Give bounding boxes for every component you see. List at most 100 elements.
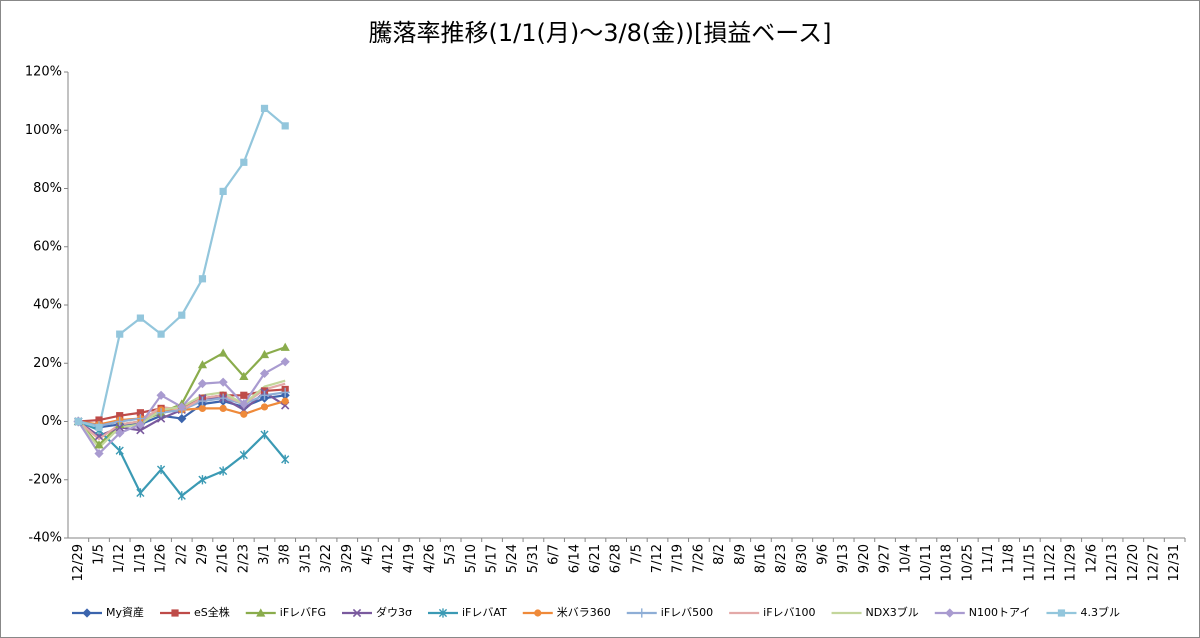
marker: [82, 608, 92, 618]
x-tick-label: 12/6: [1084, 544, 1099, 573]
marker: [218, 393, 228, 403]
marker: [256, 608, 266, 617]
marker: [135, 419, 145, 430]
legend-label: 米バラ360: [557, 606, 611, 619]
x-tick-label: 3/29: [340, 544, 355, 573]
marker: [281, 397, 289, 405]
marker: [219, 187, 227, 196]
x-tick-label: 12/29: [71, 544, 86, 581]
marker: [197, 379, 208, 389]
x-tick-label: 10/25: [960, 544, 975, 581]
y-tick-label: 0%: [41, 414, 62, 429]
marker: [95, 423, 103, 431]
legend-label: iFレバAT: [462, 606, 507, 619]
marker: [94, 448, 104, 459]
x-tick-label: 1/5: [92, 544, 107, 565]
x-tick-label: 12/13: [1105, 544, 1120, 581]
x-tick-label: 7/26: [691, 544, 706, 573]
marker: [218, 348, 228, 357]
marker: [438, 608, 448, 618]
legend-label: 4.3ブル: [1080, 605, 1120, 619]
marker: [198, 404, 207, 412]
x-tick-label: 3/22: [319, 544, 334, 573]
x-tick-label: 11/8: [1002, 544, 1017, 573]
marker: [116, 412, 124, 420]
x-tick-label: 5/24: [505, 544, 520, 573]
marker: [239, 450, 248, 460]
marker: [95, 416, 103, 424]
marker: [259, 368, 270, 379]
x-tick-label: 8/9: [733, 544, 748, 565]
legend-label: iFレバFG: [280, 606, 326, 619]
y-tick-label: 100%: [25, 123, 62, 138]
marker: [136, 426, 145, 435]
x-tick-label: 11/29: [1064, 544, 1079, 581]
marker: [157, 330, 165, 338]
marker: [352, 608, 362, 618]
legend-label: ダウ3σ: [376, 605, 412, 619]
marker: [115, 416, 125, 427]
legend-label: My資産: [106, 606, 144, 619]
x-tick-label: 6/28: [609, 544, 624, 573]
marker: [260, 430, 269, 440]
x-tick-label: 2/9: [195, 544, 210, 565]
marker: [156, 408, 166, 418]
x-tick-label: 1/12: [112, 544, 127, 573]
x-tick-label: 6/7: [547, 544, 562, 565]
marker: [239, 399, 249, 409]
x-tick-label: 9/27: [878, 544, 893, 573]
marker: [178, 311, 186, 319]
x-tick-label: 11/22: [1043, 544, 1058, 581]
marker: [260, 403, 269, 411]
y-tick-label: 60%: [33, 239, 62, 254]
x-tick-label: 3/1: [257, 544, 272, 565]
marker: [136, 314, 144, 322]
marker: [177, 402, 187, 412]
x-tick-label: 2/23: [236, 544, 251, 573]
x-tick-label: 8/23: [774, 544, 789, 573]
marker: [156, 390, 166, 400]
marker: [219, 404, 227, 412]
marker: [115, 423, 124, 432]
x-tick-label: 5/3: [443, 544, 458, 565]
marker: [240, 391, 248, 399]
x-tick-label: 4/26: [422, 544, 437, 573]
legend-label: iFレバ100: [763, 606, 815, 619]
marker: [534, 609, 542, 617]
x-tick-label: 1/26: [154, 544, 169, 573]
marker: [177, 491, 186, 501]
marker: [136, 488, 145, 498]
x-tick-label: 12/20: [1126, 544, 1141, 581]
x-tick-label: 8/16: [753, 544, 768, 573]
x-tick-label: 8/30: [795, 544, 810, 573]
y-tick-label: 20%: [33, 356, 62, 371]
chart-title: 騰落率推移(1/1(月)～3/8(金))[損益ベース]: [369, 19, 832, 47]
x-tick-label: 7/19: [671, 544, 686, 573]
y-tick-label: -40%: [28, 531, 62, 546]
marker: [259, 349, 270, 359]
marker: [198, 275, 207, 283]
marker: [240, 410, 248, 418]
marker: [260, 104, 269, 113]
marker: [197, 360, 208, 369]
x-tick-label: 5/17: [485, 544, 500, 573]
x-tick-label: 6/21: [588, 544, 603, 573]
legend-label: NDX3ブル: [866, 605, 919, 619]
marker: [280, 387, 290, 397]
marker: [259, 390, 270, 400]
legend-label: iFレバ500: [661, 606, 713, 619]
legend-label: N100トアイ: [969, 606, 1031, 619]
marker: [156, 464, 166, 475]
marker: [218, 377, 228, 387]
x-tick-label: 4/19: [402, 544, 417, 573]
x-tick-label: 1/19: [133, 544, 148, 573]
y-tick-label: 80%: [33, 181, 62, 196]
x-tick-label: 12/31: [1167, 544, 1182, 581]
x-tick-label: 12/27: [1146, 544, 1161, 581]
x-tick-label: 11/15: [1022, 544, 1037, 581]
marker: [637, 608, 647, 618]
x-tick-label: 5/10: [464, 544, 479, 573]
marker: [281, 122, 289, 130]
y-tick-label: 40%: [33, 298, 62, 313]
